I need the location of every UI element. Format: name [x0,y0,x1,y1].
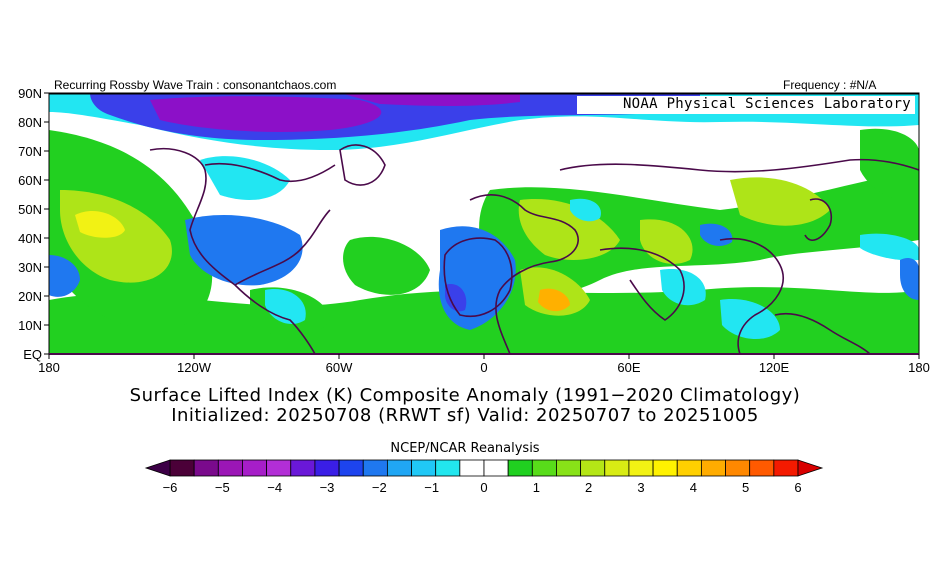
colorbar-swatch [290,459,316,477]
coastlines [149,144,919,354]
lat-tick-label: 20N [18,289,42,304]
colorbar-swatch [362,459,388,477]
noaa-credit: NOAA Physical Sciences Laboratory [622,96,911,112]
credit-box: NOAA Physical Sciences Laboratory [577,96,915,114]
colorbar-swatch [700,459,726,477]
colorbar-swatch [435,459,461,477]
lat-tick-label: 90N [18,86,42,101]
anomaly-field [49,93,919,354]
lat-tick-label: 60N [18,173,42,188]
colorbar-swatch [580,459,606,477]
lat-tick-label: 40N [18,231,42,246]
colorbar-low-arrow [144,459,171,477]
title-line-2: Initialized: 20250708 (RRWT sf) Valid: 2… [171,405,759,426]
colorbar-swatch [507,459,533,477]
colorbar-swatch [483,459,509,477]
colorbar-swatch [169,459,195,477]
title-line-1: Surface Lifted Index (K) Composite Anoma… [129,385,801,406]
colorbar-swatch [459,459,485,477]
colorbar-swatch [338,459,364,477]
colorbar-swatch [314,459,340,477]
colorbar-tick-label: −6 [163,480,178,495]
lon-tick-label: 0 [480,360,487,375]
lon-tick-label: 180 [38,360,60,375]
lat-tick-label: 30N [18,260,42,275]
colorbar-tick-label: 6 [794,480,801,495]
colorbar-swatch [531,459,557,477]
colorbar-high-arrow [797,459,824,477]
colorbar-tick-label: −2 [372,480,387,495]
colorbar-tick-label: −3 [320,480,335,495]
colorbar-tick-label: 5 [742,480,749,495]
colorbar-swatch [266,459,292,477]
colorbar-tick-label: 4 [690,480,697,495]
colorbar-swatch [386,459,412,477]
colorbar-swatch [604,459,630,477]
lon-tick-label: 120E [759,360,790,375]
lat-tick-label: 70N [18,144,42,159]
colorbar-swatch [193,459,219,477]
colorbar-swatch [749,459,775,477]
colorbar-tick-label: −4 [267,480,282,495]
colorbar-tick-label: −5 [215,480,230,495]
colorbar-tick-label: −1 [424,480,439,495]
colorbar-swatch [411,459,437,477]
lon-tick-label: 180 [908,360,930,375]
lat-tick-label: 50N [18,202,42,217]
colorbar-swatch [556,459,582,477]
source-label: NCEP/NCAR Reanalysis [390,441,540,456]
header-left-text: Recurring Rossby Wave Train : consonantc… [54,78,337,92]
colorbar-tick-label: 3 [637,480,644,495]
frequency-text: Frequency : #N/A [783,78,877,92]
colorbar [144,459,824,477]
lat-tick-label: EQ [23,347,42,362]
lon-tick-label: 60W [326,360,353,375]
lat-tick-label: 10N [18,318,42,333]
colorbar-tick-label: 1 [533,480,540,495]
colorbar-swatch [773,459,799,477]
colorbar-labels: −6 −5 −4 −3 −2 −1 0 1 2 3 4 5 6 [163,480,802,495]
latitude-axis: 90N 80N 70N 60N 50N 40N 30N 20N 10N EQ [18,86,49,362]
colorbar-swatch [628,459,654,477]
lon-tick-label: 120W [177,360,212,375]
colorbar-swatch [676,459,702,477]
colorbar-swatch [217,459,243,477]
colorbar-tick-label: 0 [480,480,487,495]
lat-tick-label: 80N [18,115,42,130]
colorbar-swatch [652,459,678,477]
colorbar-swatch [242,459,268,477]
colorbar-tick-label: 2 [585,480,592,495]
lon-tick-label: 60E [617,360,640,375]
colorbar-swatch [725,459,751,477]
longitude-axis: 180 120W 60W 0 60E 120E 180 [38,354,930,375]
